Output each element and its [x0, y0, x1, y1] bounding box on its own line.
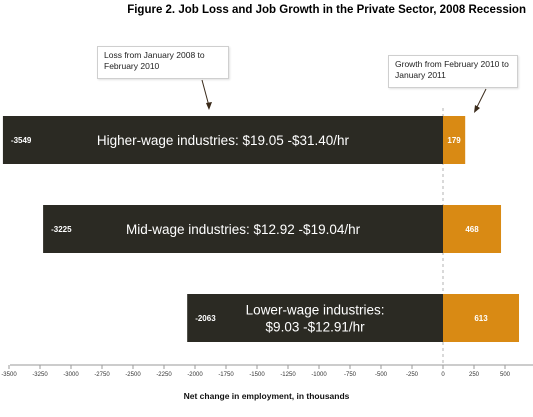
loss-bar: [2, 116, 443, 164]
x-tick-label: 250: [469, 372, 480, 378]
growth-bar: [443, 205, 502, 253]
x-tick-label: -1000: [311, 372, 327, 378]
bars: -3549 179 Higher-wage industries: $19.05 -…: [2, 116, 520, 342]
x-axis-ticks: -3500 -3250 -3000 -2750 -2500 -2250 -2000 -1750…: [1, 365, 511, 378]
loss-callout-arrow: [201, 79, 210, 107]
x-tick-label: -1250: [280, 372, 296, 378]
x-tick-label: -1750: [218, 372, 234, 378]
growth-value-label: 468: [465, 225, 479, 234]
x-tick-label: -2500: [125, 372, 141, 378]
growth-bar: [443, 294, 520, 342]
loss-callout-arrowhead: [206, 102, 212, 110]
category-label-line: Higher-wage industries: $19.05 -$31.40/h…: [97, 133, 350, 148]
x-tick-label: -3000: [63, 372, 79, 378]
x-tick-label: 0: [441, 372, 445, 378]
loss-value-label: -2063: [195, 314, 216, 323]
category-label: Mid-wage industries: $12.92 -$19.04/hr: [126, 222, 361, 237]
category-label-line: Lower-wage industries:: [246, 303, 385, 318]
x-tick-label: -2750: [94, 372, 110, 378]
growth-value-label: 613: [474, 314, 488, 323]
loss-bar: [43, 205, 443, 253]
x-tick-label: -500: [375, 372, 388, 378]
callout-arrows: [201, 79, 487, 113]
chart-title: Figure 2. Job Loss and Job Growth in the…: [127, 4, 526, 16]
growth-callout-arrow: [475, 88, 487, 110]
x-tick-label: 500: [500, 372, 511, 378]
x-tick-label: -2000: [187, 372, 203, 378]
x-tick-label: -1500: [249, 372, 265, 378]
category-label: Higher-wage industries: $19.05 -$31.40/h…: [97, 133, 350, 148]
category-label-line: $9.03 -$12.91/hr: [266, 320, 366, 335]
loss-value-label: -3549: [11, 136, 32, 145]
growth-bar: [443, 116, 466, 164]
growth-callout-arrowhead: [474, 105, 480, 113]
x-tick-label: -250: [406, 372, 419, 378]
x-tick-label: -3500: [1, 372, 17, 378]
loss-value-label: -3225: [51, 225, 72, 234]
growth-value-label: 179: [447, 136, 461, 145]
x-tick-label: -3250: [32, 372, 48, 378]
x-tick-label: -2250: [156, 372, 172, 378]
loss-bar: [187, 294, 443, 342]
growth-callout: Growth from February 2010 to January 201…: [388, 55, 518, 88]
category-label: Lower-wage industries: $9.03 -$12.91/hr: [246, 303, 385, 335]
category-label-line: Mid-wage industries: $12.92 -$19.04/hr: [126, 222, 361, 237]
x-tick-label: -750: [344, 372, 357, 378]
x-axis-label: Net change in employment, in thousands: [183, 391, 350, 401]
loss-callout: Loss from January 2008 to February 2010: [97, 46, 229, 79]
